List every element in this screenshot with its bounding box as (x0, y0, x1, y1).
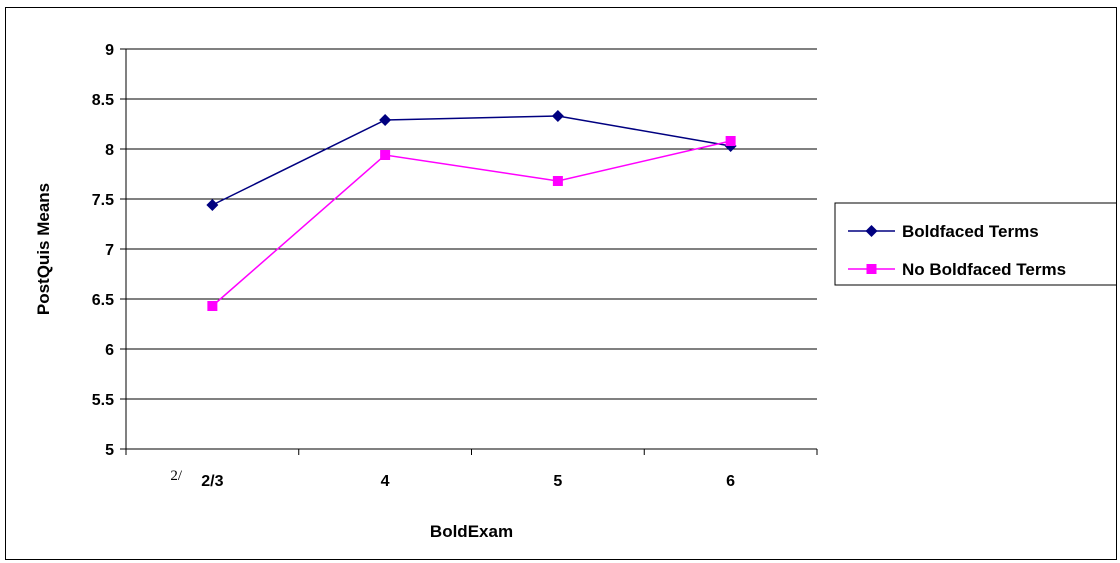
line-chart: 55.566.577.588.59 2/3 4 5 6 PostQuis Means … (34, 42, 1116, 541)
series-line (212, 115, 731, 206)
data-point (552, 176, 563, 186)
legend-box (834, 202, 1116, 286)
x-tick-labels: 2/3 4 5 6 (201, 473, 735, 490)
grid-lines (126, 48, 817, 400)
x-axis-title: BoldExam (430, 522, 513, 541)
legend-item: Boldfaced Terms (848, 222, 1039, 241)
data-point (207, 301, 218, 311)
y-tick-label: 7 (105, 242, 114, 259)
x-tick-label: 2/3 (201, 473, 223, 490)
x-tick-label: 6 (726, 473, 735, 490)
legend-marker (866, 264, 877, 274)
series-1 (206, 110, 737, 211)
y-tick-label: 5 (105, 442, 114, 459)
series-2 (207, 136, 736, 311)
y-tick-label: 8.5 (92, 92, 114, 109)
x-tick-label: 5 (553, 473, 562, 490)
data-point (379, 114, 392, 126)
legend: Boldfaced Terms No Boldfaced Terms (834, 202, 1116, 286)
data-point (206, 199, 219, 211)
axes (120, 48, 818, 455)
y-axis-title: PostQuis Means (34, 183, 53, 315)
y-tick-labels: 5 5.5 6 6.5 7 7.5 8 8.5 9 (92, 42, 114, 459)
series-layer (206, 110, 737, 311)
series-line (211, 140, 731, 307)
legend-item: No Boldfaced Terms (848, 260, 1066, 279)
legend-label: Boldfaced Terms (902, 222, 1039, 241)
chart-frame: 5 5.5 6 6.5 7 7.5 8 8.5 9 2/3 4 5 6 PostQuis Means … (5, 7, 1117, 560)
y-tick-label: 6.5 (92, 292, 114, 309)
y-tick-label: 5.5 (92, 392, 114, 409)
x-tick-label: 4 (381, 473, 390, 490)
legend-marker (865, 225, 878, 237)
data-point (725, 136, 736, 146)
y-tick-label: 6 (105, 342, 114, 359)
y-tick-label: 9 (105, 42, 114, 59)
data-point (551, 110, 564, 122)
y-tick-label: 8 (105, 142, 114, 159)
footnote-mark: 2/ (170, 468, 183, 484)
y-tick-label: 7.5 (92, 192, 114, 209)
legend-label: No Boldfaced Terms (902, 260, 1066, 279)
data-point (380, 150, 391, 160)
